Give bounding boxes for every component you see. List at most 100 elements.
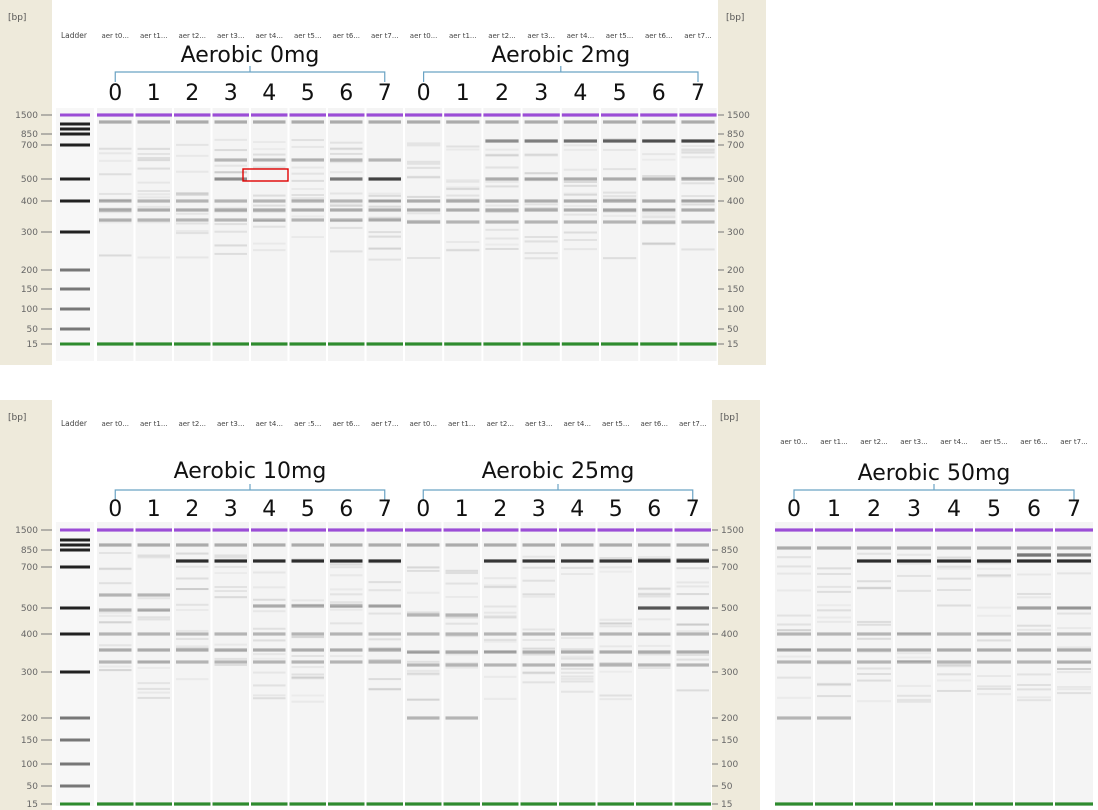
faint-band xyxy=(1057,606,1091,609)
faint-band xyxy=(330,602,363,605)
ladder-band xyxy=(60,670,90,674)
faint-band xyxy=(407,166,441,169)
faint-band xyxy=(253,249,286,252)
dna-band xyxy=(176,218,209,222)
dna-band xyxy=(563,199,597,203)
faint-band xyxy=(897,553,931,556)
lower-marker-band xyxy=(482,802,519,806)
lane-label: aer t0... xyxy=(410,32,438,40)
ladder-size-label-left: 50 xyxy=(27,325,39,335)
dna-band xyxy=(642,177,676,181)
dna-band xyxy=(253,559,286,563)
faint-band xyxy=(977,632,1011,635)
faint-band xyxy=(485,166,519,169)
dna-band xyxy=(977,546,1011,550)
faint-band xyxy=(561,636,594,639)
faint-band xyxy=(291,199,324,202)
dna-band xyxy=(603,199,637,203)
faint-band xyxy=(485,185,519,188)
upper-marker-band xyxy=(1015,528,1053,532)
faint-band xyxy=(99,611,132,614)
dna-band xyxy=(1057,553,1091,557)
dna-band xyxy=(897,660,931,664)
dna-band xyxy=(561,650,594,654)
faint-band xyxy=(407,162,441,165)
dna-band xyxy=(176,208,209,212)
faint-band xyxy=(522,681,555,684)
sample-lane xyxy=(97,522,134,806)
dna-band xyxy=(253,660,286,664)
ladder-band xyxy=(60,132,90,136)
faint-band xyxy=(563,181,597,184)
ladder-size-label-right: 300 xyxy=(727,228,744,238)
lower-marker-band xyxy=(366,802,403,806)
dna-band xyxy=(137,648,170,652)
right-scale-strip xyxy=(712,400,760,810)
faint-band xyxy=(137,666,170,669)
sample-lane xyxy=(174,522,211,806)
dna-band xyxy=(676,663,709,667)
faint-band xyxy=(897,700,931,703)
faint-band xyxy=(676,689,709,692)
upper-marker-band xyxy=(935,528,973,532)
lower-marker-band xyxy=(366,342,403,346)
dna-band xyxy=(676,543,709,547)
dna-band xyxy=(857,632,891,636)
dna-band xyxy=(176,120,209,124)
dna-band xyxy=(524,199,558,203)
dna-band xyxy=(522,543,555,547)
dna-band xyxy=(99,218,132,222)
lower-marker-band xyxy=(97,342,134,346)
faint-band xyxy=(603,194,637,197)
faint-band xyxy=(176,603,209,606)
dna-band xyxy=(176,559,209,563)
faint-band xyxy=(99,207,132,210)
lower-marker-band xyxy=(212,802,249,806)
faint-band xyxy=(176,154,209,157)
faint-band xyxy=(446,145,480,148)
faint-band xyxy=(857,587,891,590)
lane-number: 4 xyxy=(570,497,584,522)
upper-marker-band xyxy=(444,113,482,117)
faint-band xyxy=(681,149,715,152)
ladder-band xyxy=(60,230,90,234)
faint-band xyxy=(253,166,286,169)
faint-band xyxy=(99,221,132,224)
faint-band xyxy=(330,226,363,229)
faint-band xyxy=(563,148,597,151)
faint-band xyxy=(642,214,676,217)
upper-marker-band xyxy=(251,528,288,532)
dna-band xyxy=(253,632,286,636)
ladder-band xyxy=(60,606,90,610)
ladder-band xyxy=(60,565,90,569)
faint-band xyxy=(176,170,209,173)
sample-lane xyxy=(289,108,326,361)
ladder-size-label-left: 200 xyxy=(21,714,38,724)
sample-lane xyxy=(775,522,813,806)
dna-band xyxy=(561,632,594,636)
dna-band xyxy=(524,120,558,124)
faint-band xyxy=(857,580,891,583)
lane-number: 0 xyxy=(108,81,122,106)
faint-band xyxy=(561,677,594,680)
faint-band xyxy=(137,221,170,224)
sample-lane xyxy=(212,522,249,806)
dna-band xyxy=(253,208,286,212)
lower-marker-band xyxy=(251,802,288,806)
faint-band xyxy=(446,249,480,252)
lower-marker-band xyxy=(597,802,634,806)
dna-band xyxy=(291,559,324,563)
lane-number: 0 xyxy=(108,497,122,522)
faint-band xyxy=(485,210,519,213)
faint-band xyxy=(638,592,671,595)
faint-band xyxy=(214,572,247,575)
lane-label: aer t0... xyxy=(101,420,129,428)
group-title: Aerobic 0mg xyxy=(181,43,320,68)
lane-label: aer t3... xyxy=(217,420,245,428)
dna-band xyxy=(937,546,971,550)
faint-band xyxy=(368,199,401,202)
dna-band xyxy=(368,648,401,652)
dna-band xyxy=(485,120,519,124)
faint-band xyxy=(176,577,209,580)
faint-band xyxy=(977,693,1011,696)
